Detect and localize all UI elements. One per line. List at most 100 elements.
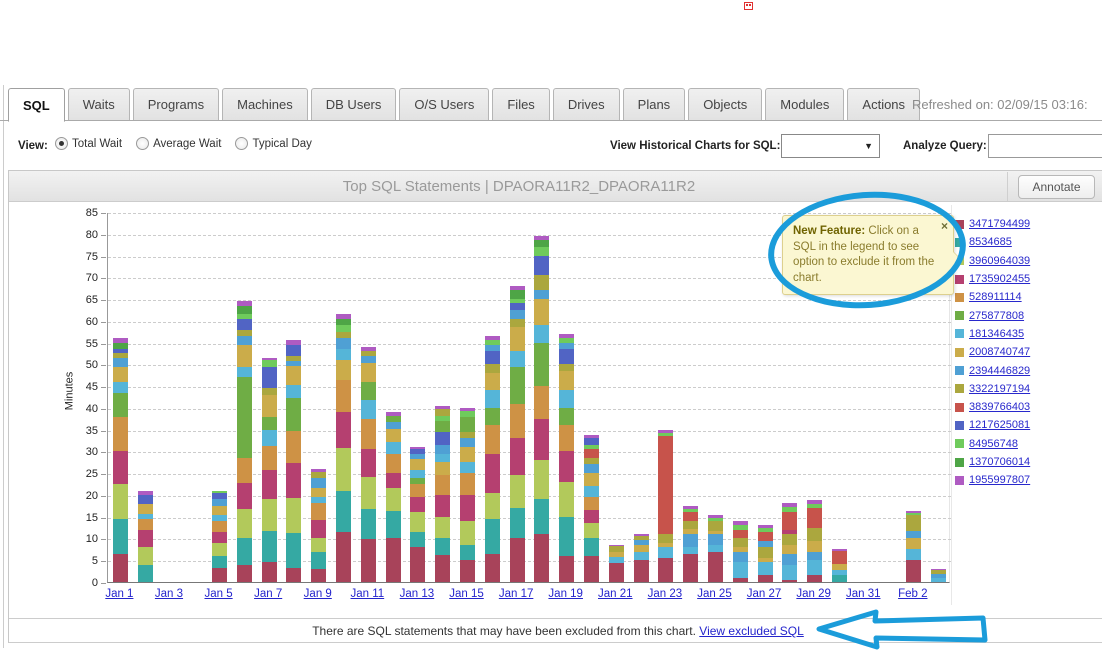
bar-segment-1217625081[interactable] [236,318,252,330]
bar-segment-528911114[interactable] [360,419,376,450]
bar-segment-8534685[interactable] [137,565,153,582]
bar-segment-3322197194[interactable] [782,534,798,545]
legend-sql-link[interactable]: 8534685 [969,236,1012,249]
bar-segment-1955997807[interactable] [707,514,723,518]
bar-segment-3960964039[interactable] [360,476,376,510]
bar-segment-181346435[interactable] [534,325,550,343]
bar-segment-3322197194[interactable] [286,355,302,362]
bar-segment-1735902455[interactable] [311,520,327,539]
bar-segment-2008740747[interactable] [137,503,153,514]
bar-segment-1955997807[interactable] [286,340,302,345]
bar-segment-1955997807[interactable] [509,286,525,291]
x-axis-label-link[interactable]: Jan 21 [598,588,633,600]
bar-segment-2394446829[interactable] [807,551,823,561]
x-axis-label-link[interactable]: Jan 17 [498,588,534,600]
bar-segment-1217625081[interactable] [509,303,525,310]
bar-segment-3839766403[interactable] [757,531,773,541]
bar-segment-1735902455[interactable] [410,497,426,513]
x-axis-label-link[interactable]: Jan 27 [746,588,782,600]
bar-segment-275877808[interactable] [112,392,128,417]
x-axis-label-link[interactable]: Jan 3 [154,588,184,600]
bar-segment-181346435[interactable] [906,549,922,561]
legend-sql-link[interactable]: 3839766403 [969,401,1031,414]
tab-plans[interactable]: Plans [622,88,686,121]
bar-segment-1955997807[interactable] [906,511,922,514]
bar-segment-3471794499[interactable] [336,531,352,582]
bar-segment-3960964039[interactable] [261,499,277,532]
bar-segment-84956748[interactable] [261,360,277,367]
bar-segment-2394446829[interactable] [633,539,649,545]
bar-segment-3471794499[interactable] [509,538,525,582]
bar-segment-1735902455[interactable] [435,494,451,517]
bar-segment-1735902455[interactable] [509,438,525,476]
bar-segment-1955997807[interactable] [534,235,550,241]
bar-segment-2394446829[interactable] [534,290,550,300]
bar-segment-2008740747[interactable] [385,428,401,442]
bar-segment-3471794499[interactable] [732,577,748,582]
tab-waits[interactable]: Waits [67,88,130,121]
bar-segment-1370706014[interactable] [509,290,525,300]
bar-segment-1370706014[interactable] [534,240,550,247]
bar-segment-181346435[interactable] [608,556,624,564]
tab-modules[interactable]: Modules [765,88,845,121]
bar-segment-3322197194[interactable] [261,388,277,395]
tab-sql[interactable]: SQL [8,88,65,122]
bar-segment-1955997807[interactable] [683,505,699,509]
bar-segment-181346435[interactable] [559,390,575,408]
bar-segment-3839766403[interactable] [658,436,674,535]
bar-segment-1217625081[interactable] [583,438,599,445]
bar-segment-1955997807[interactable] [559,333,575,339]
tab-actions[interactable]: Actions [847,88,921,121]
legend-sql-link[interactable]: 1955997807 [969,474,1031,487]
tab-machines[interactable]: Machines [222,88,308,121]
tab-o-s-users[interactable]: O/S Users [399,88,490,121]
bar-segment-3839766403[interactable] [807,508,823,528]
bar-segment-3322197194[interactable] [336,331,352,339]
bar-segment-2008740747[interactable] [757,558,773,563]
bar-segment-2394446829[interactable] [509,309,525,319]
bar-segment-1955997807[interactable] [410,446,426,450]
bar-segment-3960964039[interactable] [286,498,302,534]
bar-segment-2394446829[interactable] [683,534,699,548]
bar-segment-84956748[interactable] [583,444,599,450]
bar-segment-3471794499[interactable] [534,534,550,582]
bar-segment-275877808[interactable] [435,420,451,432]
bar-segment-275877808[interactable] [261,416,277,430]
bar-segment-2394446829[interactable] [460,438,475,448]
radio-icon[interactable] [136,137,150,150]
bar-segment-3322197194[interactable] [707,521,723,531]
bar-segment-2008740747[interactable] [683,528,699,535]
bar-segment-1955997807[interactable] [831,548,847,551]
annotate-button[interactable]: Annotate [1018,175,1095,199]
bar-segment-1955997807[interactable] [137,490,153,495]
bar-segment-181346435[interactable] [137,513,153,519]
radio-icon[interactable] [235,137,249,150]
bar-segment-1370706014[interactable] [236,305,252,315]
bar-segment-528911114[interactable] [559,425,575,452]
bar-segment-3471794499[interactable] [410,547,426,582]
bar-segment-8534685[interactable] [336,490,352,532]
tab-drives[interactable]: Drives [552,88,620,121]
bar-segment-2008740747[interactable] [112,366,128,382]
legend-sql-link[interactable]: 3322197194 [969,382,1031,395]
bar-segment-181346435[interactable] [782,564,798,580]
bar-segment-1735902455[interactable] [484,453,500,493]
bar-segment-528911114[interactable] [311,502,327,521]
bar-segment-84956748[interactable] [236,314,252,319]
bar-segment-2394446829[interactable] [435,444,451,454]
bar-segment-2008740747[interactable] [831,563,847,571]
x-axis-label-link[interactable]: Jan 25 [697,588,732,600]
bar-segment-84956748[interactable] [658,432,674,437]
bar-segment-2394446829[interactable] [757,540,773,548]
bar-segment-3322197194[interactable] [311,471,327,478]
bar-segment-3471794499[interactable] [782,579,798,582]
bar-segment-2008740747[interactable] [707,530,723,535]
bar-segment-1955997807[interactable] [435,405,451,410]
bar-segment-181346435[interactable] [658,547,674,559]
bar-segment-8534685[interactable] [261,531,277,563]
bar-segment-2394446829[interactable] [906,530,922,539]
radio-typical-day[interactable]: Typical Day [235,137,312,150]
bar-segment-8534685[interactable] [484,518,500,554]
bar-segment-1955997807[interactable] [484,336,500,341]
bar-segment-1217625081[interactable] [410,449,426,454]
